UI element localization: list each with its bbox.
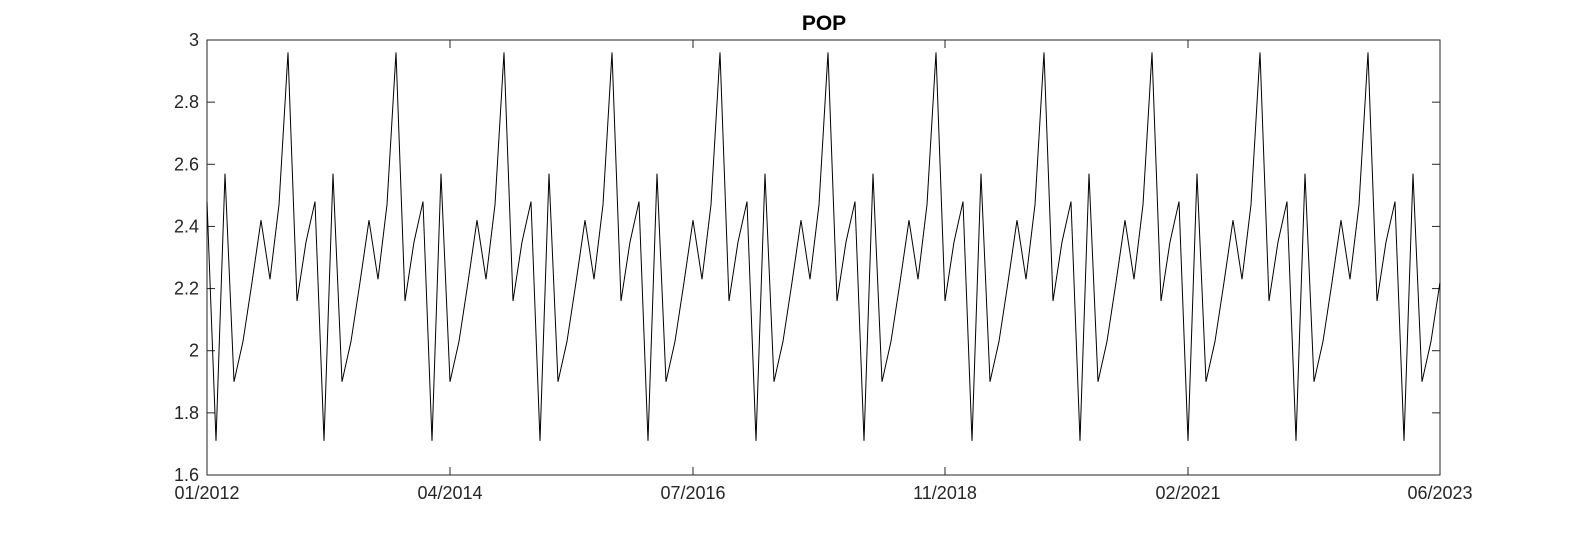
y-tick-label: 1.6	[174, 465, 199, 485]
y-tick-label: 2.2	[174, 279, 199, 299]
x-axis: 01/2012 04/2014 07/2016 11/2018 02/2021 06/20…	[174, 40, 1473, 503]
y-axis: 1.6 1.8 2 2.2 2.4 2.6 2.8 3	[174, 30, 1440, 485]
x-tick-label: 02/2021	[1155, 483, 1220, 503]
y-tick-label: 3	[189, 30, 199, 50]
series-line-1	[206, 52, 1441, 441]
y-tick-label: 2.4	[174, 216, 199, 236]
x-tick-label: 11/2018	[913, 483, 977, 503]
x-tick-label: 01/2012	[174, 483, 239, 503]
y-tick-label: 1.8	[174, 403, 199, 423]
x-tick-label: 04/2014	[417, 483, 482, 503]
series-group	[206, 52, 1441, 441]
y-tick-label: 2.8	[174, 92, 199, 112]
y-tick-label: 2	[189, 341, 199, 361]
x-tick-label: 06/2023	[1407, 483, 1472, 503]
y-tick-label: 2.6	[174, 154, 199, 174]
plot-area-frame	[206, 39, 1441, 476]
x-tick-label: 07/2016	[660, 483, 725, 503]
chart-title: POP	[802, 12, 846, 35]
